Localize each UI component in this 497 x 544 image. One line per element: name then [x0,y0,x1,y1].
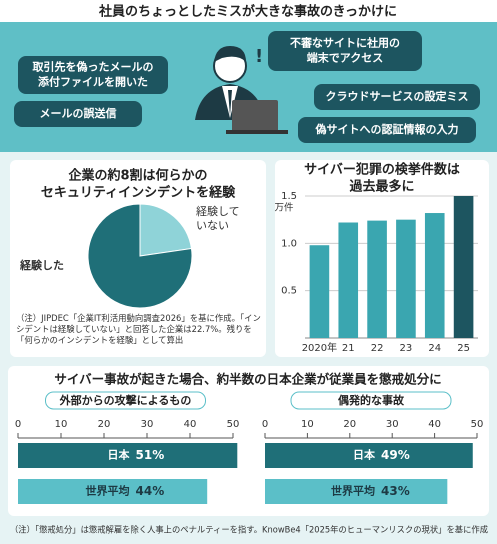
chart-subtitle: 偶発的な事故 [338,393,405,407]
speech-bubble [268,31,422,71]
bubble-text: 偽サイトへの認証情報の入力 [315,122,459,136]
speech-bubble [298,117,476,143]
x-tick-label: 22 [371,343,384,354]
bar [18,479,208,504]
value-label: 43% [381,484,410,498]
bar [309,245,330,338]
x-tick-label: 10 [55,419,68,430]
value-label: 44% [136,484,165,498]
pie-note: （注）JIPDEC「企業IT利活用動向調査2026」を基に作成。「インシデントは… [16,313,261,345]
chart-title: 企業の約8割は何らかの [68,168,207,184]
x-tick-label: 24 [428,343,441,354]
svg-text:!: ! [255,46,263,67]
title: 社員のちょっとしたミスが大きな事故のきっかけに [98,4,397,20]
note-box: （注）JIPDEC「企業IT利活用動向調査2026」を基に作成。「インシデントは… [16,313,261,345]
y-tick-label: 1.5 [281,191,297,202]
bubble-text: 添付ファイルを開いた [38,75,148,89]
bar-category: 日本 [353,448,376,462]
person-illustration: ! [195,46,288,134]
x-tick-label: 30 [386,419,399,430]
bar [396,219,416,338]
speech-bubble [314,84,480,110]
x-tick-label: 20 [98,419,111,430]
bar [265,479,448,504]
chart-title: セキュリティインシデントを経験 [41,185,236,201]
bubble-text: 端末でアクセス [307,51,383,65]
bubble-text: クラウドサービスの設定ミス [326,89,469,103]
chart-title: サイバー犯罪の検挙件数は [304,162,460,178]
x-tick-label: 23 [400,343,413,354]
bar-category: 日本 [108,448,131,462]
bar [453,196,474,338]
bar [338,222,359,338]
x-tick-label: 10 [301,419,314,430]
x-tick-label: 50 [227,419,240,430]
subtitle-box [45,391,206,410]
x-tick-label: 50 [471,419,484,430]
y-tick-label: 0.5 [281,286,297,297]
x-tick-label: 20 [343,419,356,430]
bubble-text: 取引先を偽ったメールの [33,60,154,74]
pie-label: 経験した [19,258,64,272]
chart-title: 過去最多に [349,179,414,195]
speech-bubble [14,101,142,127]
x-tick-label: 0 [15,419,21,430]
value-label: 49% [381,448,410,462]
bar [18,443,238,468]
x-tick-label: 30 [141,419,154,430]
bubble-text: 不審なサイトに社用の [290,36,400,50]
x-tick-label: 21 [342,343,355,354]
x-tick-label: 0 [262,419,268,430]
value-label: 51% [136,448,165,462]
x-tick-label: 40 [184,419,197,430]
pie-label: いない [196,219,229,232]
x-tick-label: 25 [457,343,470,354]
section-title: サイバー事故が起きた場合、約半数の日本企業が従業員を懲戒処分に [54,372,441,387]
x-tick-label: 2020年 [302,341,337,354]
bar-category: 世界平均 [331,484,375,498]
chart-subtitle: 外部からの攻撃によるもの [59,393,192,407]
bar-category: 世界平均 [86,484,130,498]
pie-slice [87,203,193,309]
bar [265,443,473,468]
bubble-text: メールの誤送信 [40,106,117,120]
pie-label: 経験して [196,204,240,218]
y-tick-label: 1.0 [281,238,297,249]
footnote: （注）「懲戒処分」は懲戒解雇を除く人事上のペナルティーを指す。KnowBe4「2… [10,524,488,536]
bar [424,213,445,338]
subtitle-box [290,391,452,410]
bar [367,220,387,338]
speech-bubble [18,56,168,94]
pie-slice [139,203,193,257]
x-tick-label: 40 [428,419,441,430]
y-axis-label: 万件 [274,202,294,214]
